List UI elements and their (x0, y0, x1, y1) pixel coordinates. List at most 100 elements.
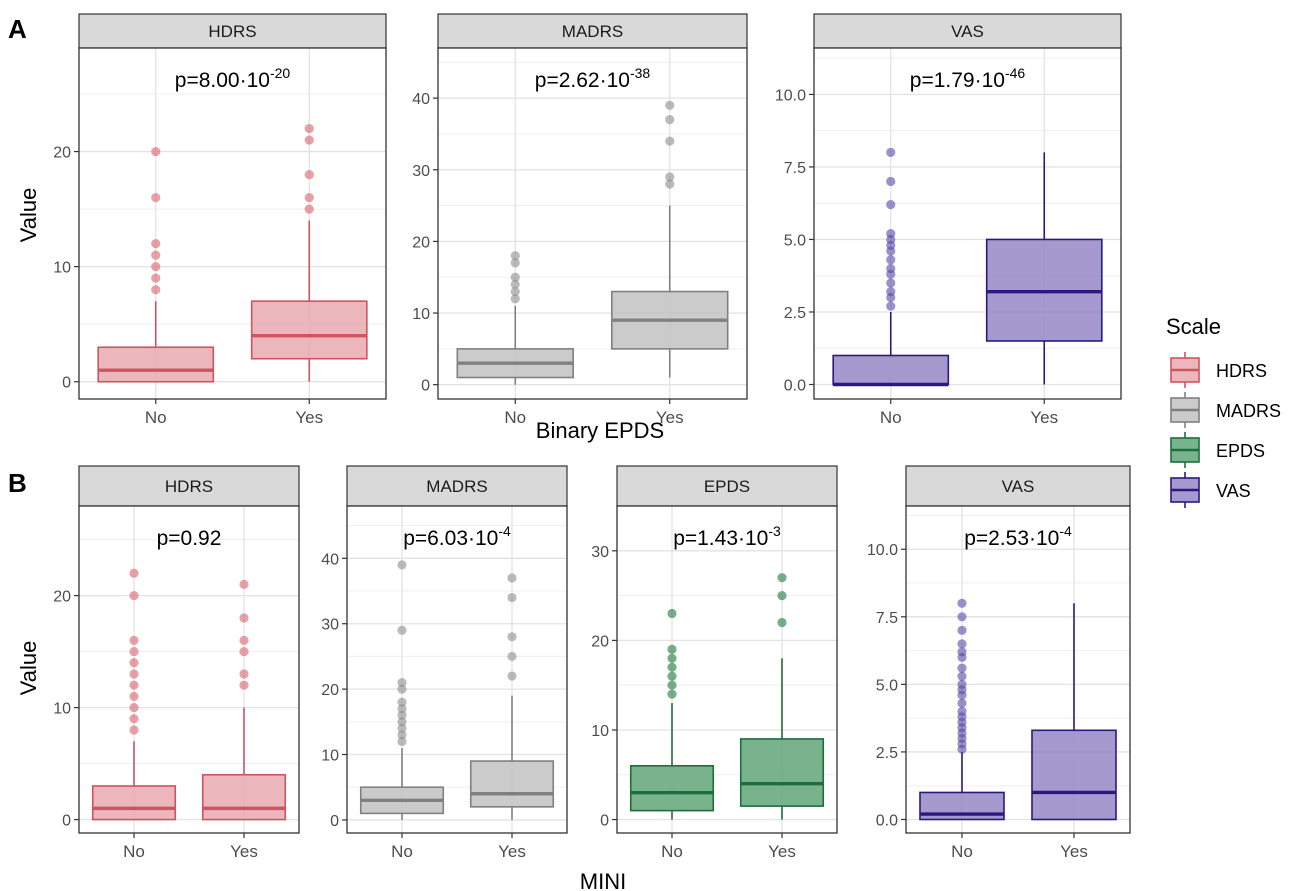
outlier-point (397, 736, 407, 747)
outlier-point (239, 613, 249, 623)
outlier-point (667, 689, 677, 699)
box-body (629, 765, 715, 812)
outlier-point (667, 653, 677, 663)
panel-border (813, 47, 1122, 400)
outlier-point (665, 115, 675, 125)
y-tick-label: 10.0 (775, 87, 806, 104)
outlier-point (510, 286, 520, 297)
outlier-point (957, 698, 967, 708)
outlier-point (151, 250, 161, 260)
y-tick-label: 30 (412, 163, 430, 180)
panel-border (905, 505, 1131, 834)
outlier-point (510, 279, 520, 289)
outlier-point (239, 579, 249, 589)
outlier-point (665, 100, 675, 110)
y-tick-label: 40 (321, 551, 339, 568)
y-tick-label: 10 (53, 260, 71, 277)
outlier-point (397, 560, 407, 570)
box-no (91, 568, 177, 821)
outlier-point (510, 272, 520, 282)
outlier-point (957, 671, 967, 681)
outlier-point (151, 239, 161, 249)
facet-a-hdrs: HDRS 0 10 20 No Yes p=8.00·10-20 (53, 13, 387, 427)
panel-b-xlabel: MINI (580, 869, 626, 891)
outlier-point (129, 702, 139, 713)
facet-strip (437, 13, 748, 49)
outlier-point (129, 658, 139, 668)
outlier-point (510, 294, 520, 304)
outlier-point (129, 568, 139, 578)
y-tick-label: 0 (421, 378, 430, 395)
x-tick-label: No (145, 408, 167, 427)
panel-border (346, 505, 568, 834)
outlier-point (777, 573, 787, 583)
outlier-point (957, 679, 967, 689)
box-yes (611, 100, 729, 378)
facet-strip-label: HDRS (165, 477, 213, 496)
outlier-point (239, 669, 249, 679)
outlier-point (886, 229, 896, 239)
box-yes (739, 573, 825, 820)
outlier-point (667, 662, 677, 672)
legend-item-madrs: MADRS (1170, 392, 1281, 428)
outlier-point (129, 725, 139, 735)
outlier-point (507, 632, 517, 642)
outlier-point (397, 717, 407, 727)
p-value-label: p=1.43·10-3 (673, 523, 781, 550)
legend-label: HDRS (1216, 361, 1267, 381)
facet-strip (813, 13, 1122, 49)
y-tick-label: 0 (600, 813, 609, 830)
facet-b-vas: VAS 0.0 2.5 5.0 7.5 10.0 No Yes p=2.53·10-4 (867, 465, 1131, 861)
p-value-label: p=1.79·10-46 (910, 65, 1026, 92)
outlier-point (304, 193, 314, 203)
outlier-point (129, 635, 139, 645)
box-no (919, 598, 1005, 821)
outlier-point (507, 573, 517, 583)
box-body (739, 738, 825, 807)
outlier-point (304, 123, 314, 134)
outlier-point (957, 706, 967, 716)
box-yes (985, 152, 1103, 385)
p-value-label: p=8.00·10-20 (175, 65, 291, 92)
outlier-point (886, 147, 896, 158)
legend-title: Scale (1166, 314, 1221, 339)
outlier-point (239, 680, 249, 690)
y-tick-label: 20 (321, 682, 339, 699)
box-body (91, 785, 177, 821)
x-tick-label: No (391, 842, 413, 861)
facet-a-vas: VAS 0.0 2.5 5.0 7.5 10.0 No Yes p=1.79·10-46 (775, 13, 1122, 427)
outlier-point (129, 714, 139, 724)
outlier-point (886, 278, 896, 288)
outlier-point (151, 193, 161, 203)
y-tick-label: 0 (330, 813, 339, 830)
facet-b-madrs: MADRS 0 10 20 30 40 No Yes p=6.03·10-4 (321, 465, 568, 861)
y-tick-label: 10 (53, 701, 71, 718)
outlier-point (129, 691, 139, 701)
box-body (1031, 729, 1117, 821)
box-no (456, 251, 574, 385)
outlier-point (957, 639, 967, 649)
box-body (201, 773, 287, 821)
p-value-label: p=2.53·10-4 (964, 523, 1072, 550)
y-tick-label: 10 (591, 723, 609, 740)
outlier-point (957, 612, 967, 622)
y-tick-label: 0 (62, 813, 71, 830)
facet-strip (78, 465, 300, 507)
x-tick-label: Yes (1030, 408, 1058, 427)
box-no (359, 560, 445, 820)
x-tick-label: Yes (230, 842, 258, 861)
box-no (832, 147, 950, 387)
outlier-point (397, 684, 407, 694)
outlier-point (886, 255, 896, 265)
y-tick-label: 10.0 (867, 542, 898, 559)
outlier-point (777, 590, 787, 601)
x-tick-label: No (880, 408, 902, 427)
outlier-point (397, 704, 407, 714)
legend-item-hdrs: HDRS (1170, 352, 1267, 388)
x-tick-label: Yes (656, 408, 684, 427)
box-no (629, 608, 715, 820)
y-tick-label: 2.5 (784, 305, 806, 322)
x-tick-label: Yes (768, 842, 796, 861)
outlier-point (151, 262, 161, 272)
facet-b-epds: EPDS 0 10 20 30 No Yes p=1.43·10-3 (591, 465, 838, 861)
